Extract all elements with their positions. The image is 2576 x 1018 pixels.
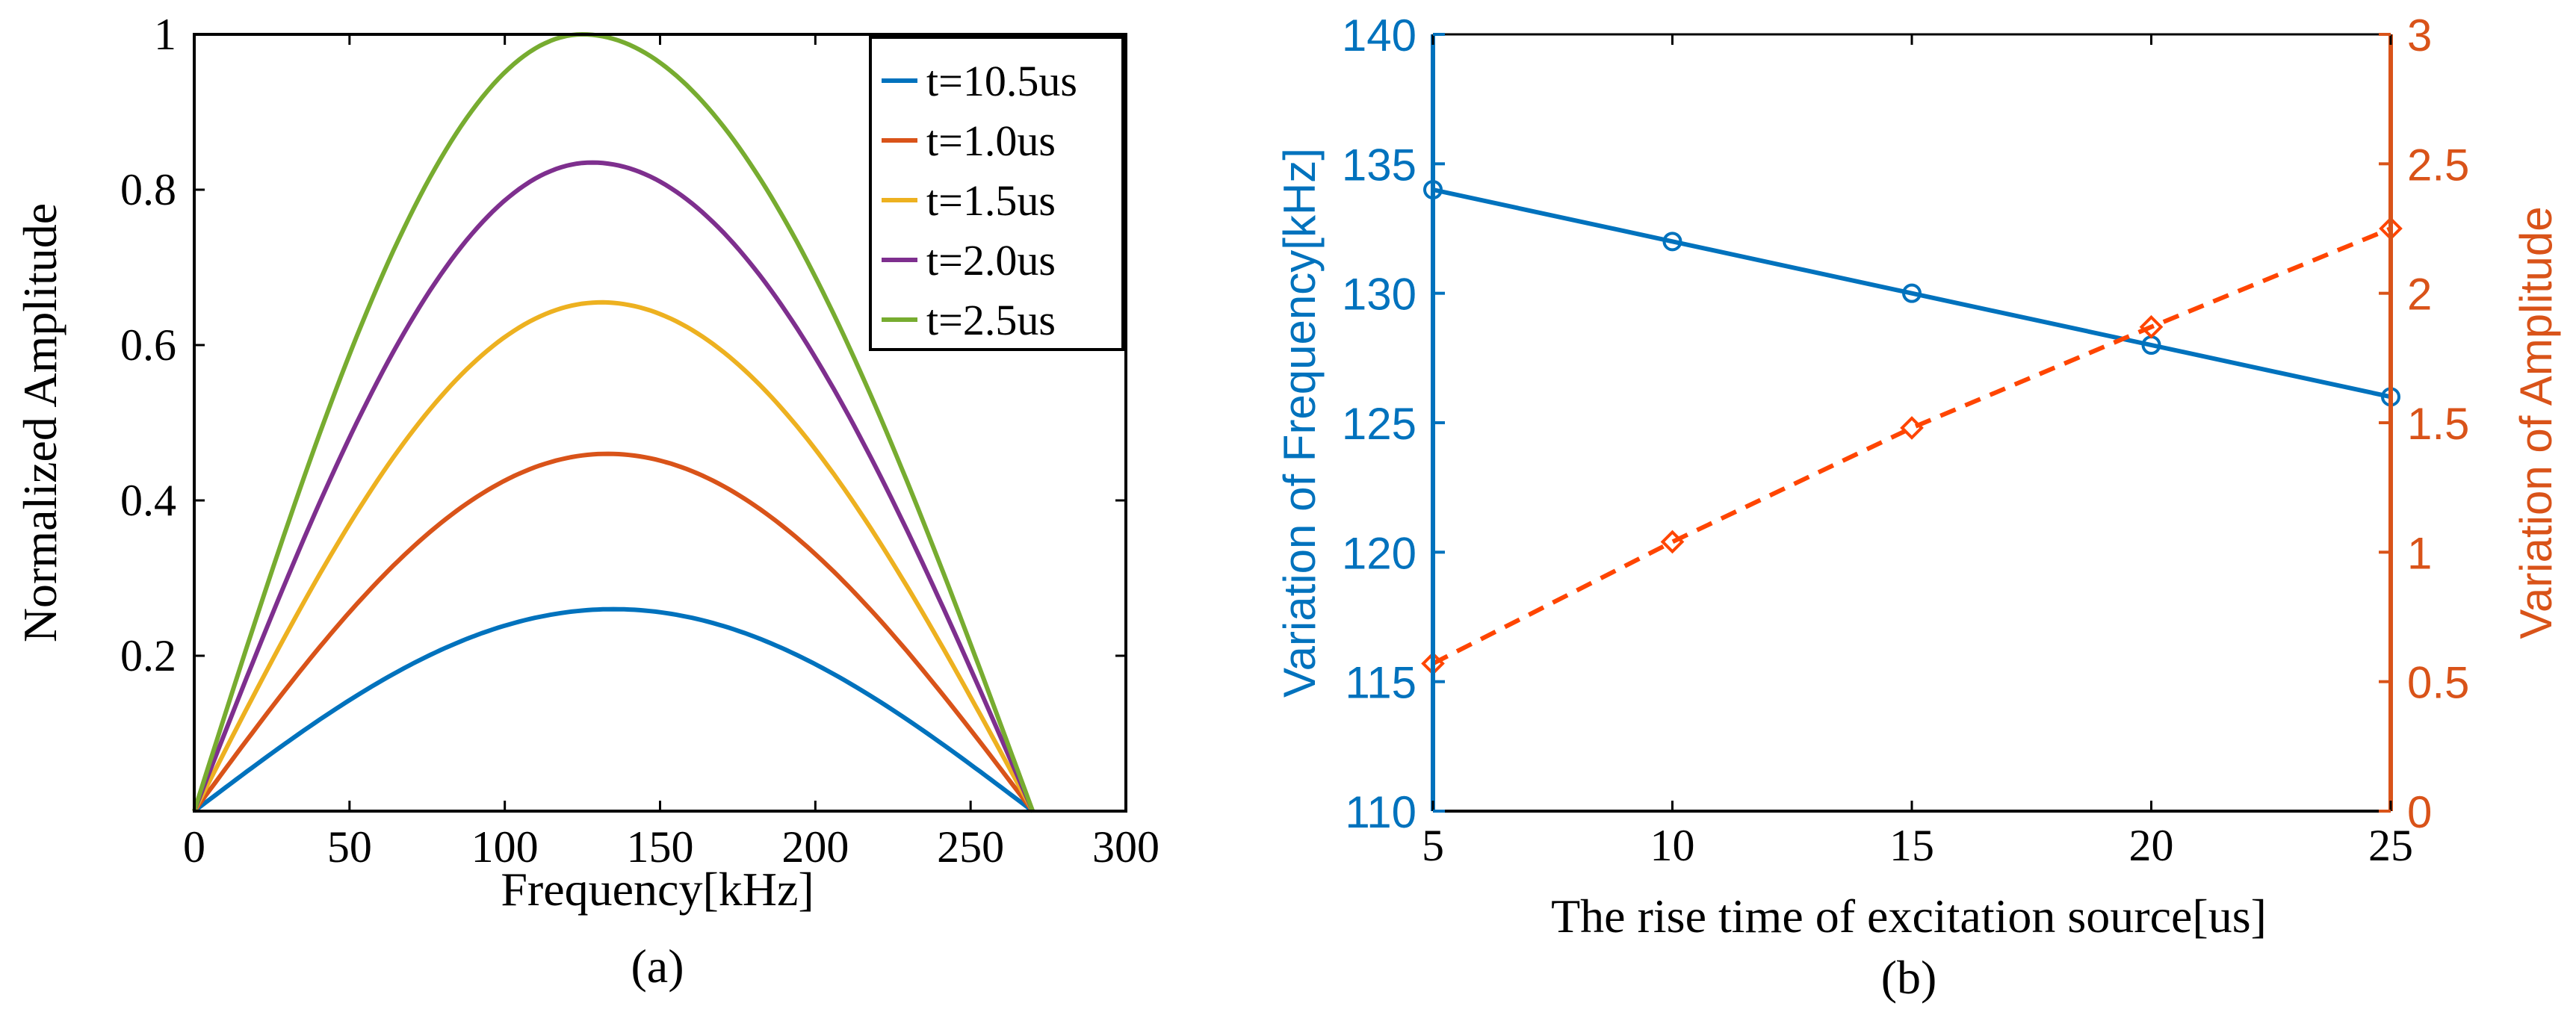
y-tick-label: 0.8 xyxy=(120,165,176,214)
series-line-t=2.0us xyxy=(192,160,1035,813)
x-tick-label: 25 xyxy=(2368,821,2413,870)
panel-a-y-axis-label: Normalized Amplitude xyxy=(13,203,66,642)
data-point-amplitude xyxy=(2139,314,2164,339)
series-line-t=2.5us xyxy=(192,31,1035,813)
panel-a-line-chart: 0 50 100 150 200 250 300 0.2 0.4 0.6 0.8 1 Frequen… xyxy=(13,10,1159,993)
left-y-tick-label: 140 xyxy=(1342,10,1417,60)
y-tick-label: 0.6 xyxy=(120,320,176,370)
panel-a-x-axis-label: Frequency[kHz] xyxy=(501,863,814,916)
right-y-tick-label: 0 xyxy=(2407,787,2432,837)
panel-b-right-y-axis-label: Variation of Amplitude xyxy=(2511,206,2561,639)
legend-box xyxy=(869,36,1124,351)
right-y-tick-label: 0.5 xyxy=(2407,658,2469,708)
panel-b-x-axis-label: The rise time of excitation source[us] xyxy=(1551,890,2267,943)
panel-b-left-y-ticks: 110 115 120 125 130 135 140 xyxy=(1342,10,1445,837)
x-tick-label: 15 xyxy=(1889,821,1934,870)
left-y-tick-label: 120 xyxy=(1342,528,1417,578)
right-y-tick-label: 1 xyxy=(2407,528,2432,578)
left-y-tick-label: 130 xyxy=(1342,270,1417,320)
panel-a-legend: t=10.5us t=1.0us t=1.5us t=2.0us t=2.5us xyxy=(869,36,1124,351)
legend-label: t=10.5us xyxy=(926,57,1077,105)
panel-a-y-ticks: 0.2 0.4 0.6 0.8 1 xyxy=(120,10,1126,680)
series-line-t=10.5us xyxy=(193,606,1035,813)
legend-label: t=1.0us xyxy=(926,117,1056,165)
panel-b-caption: (b) xyxy=(1881,951,1937,1004)
panel-b-dual-axis-chart: 5 10 15 20 25 110 115 120 125 130 135 140 0 0.5 1 1.5… xyxy=(1275,10,2561,1004)
right-y-tick-label: 2 xyxy=(2407,270,2432,320)
x-tick-label: 0 xyxy=(183,822,205,872)
right-y-tick-label: 1.5 xyxy=(2407,399,2469,449)
x-tick-label: 50 xyxy=(327,822,372,872)
left-y-tick-label: 115 xyxy=(1345,658,1417,708)
x-tick-label: 100 xyxy=(471,822,539,872)
y-tick-label: 0.2 xyxy=(120,631,176,680)
right-y-tick-label: 3 xyxy=(2407,10,2432,60)
data-point-amplitude xyxy=(1900,416,1924,440)
left-y-tick-label: 125 xyxy=(1342,399,1417,449)
panel-b-left-y-axis-label: Variation of Frequency[kHz] xyxy=(1275,148,1325,698)
x-tick-label: 250 xyxy=(937,822,1004,872)
y-tick-label: 1 xyxy=(154,10,176,59)
legend-label: t=2.5us xyxy=(926,296,1056,344)
legend-label: t=1.5us xyxy=(926,176,1056,225)
panel-b-series-group xyxy=(1421,180,2403,676)
y-tick-label: 0.4 xyxy=(120,476,176,525)
left-y-tick-label: 110 xyxy=(1345,787,1417,837)
panel-a-series-group xyxy=(192,31,1035,813)
right-y-tick-label: 2.5 xyxy=(2407,140,2469,190)
series-line-t=1.5us xyxy=(192,299,1035,813)
panel-a-caption: (a) xyxy=(631,940,684,993)
x-tick-label: 20 xyxy=(2129,821,2174,870)
left-y-tick-label: 135 xyxy=(1342,140,1417,190)
x-tick-label: 200 xyxy=(781,822,849,872)
x-tick-label: 150 xyxy=(627,822,694,872)
x-tick-label: 10 xyxy=(1650,821,1695,870)
panel-b-x-ticks: 5 10 15 20 25 xyxy=(1422,34,2413,870)
legend-label: t=2.0us xyxy=(926,236,1056,285)
panel-a-x-ticks: 0 50 100 150 200 250 300 xyxy=(183,34,1159,872)
data-point-amplitude xyxy=(1660,530,1685,554)
series-line-frequency xyxy=(1432,187,2391,400)
data-point-frequency xyxy=(1662,232,1682,252)
series-line-t=1.0us xyxy=(192,451,1035,813)
x-tick-label: 5 xyxy=(1422,821,1444,870)
data-point-frequency xyxy=(1902,283,1922,303)
x-tick-label: 300 xyxy=(1092,822,1159,872)
panel-b-right-y-ticks: 0 0.5 1 1.5 2 2.5 3 xyxy=(2379,10,2469,837)
